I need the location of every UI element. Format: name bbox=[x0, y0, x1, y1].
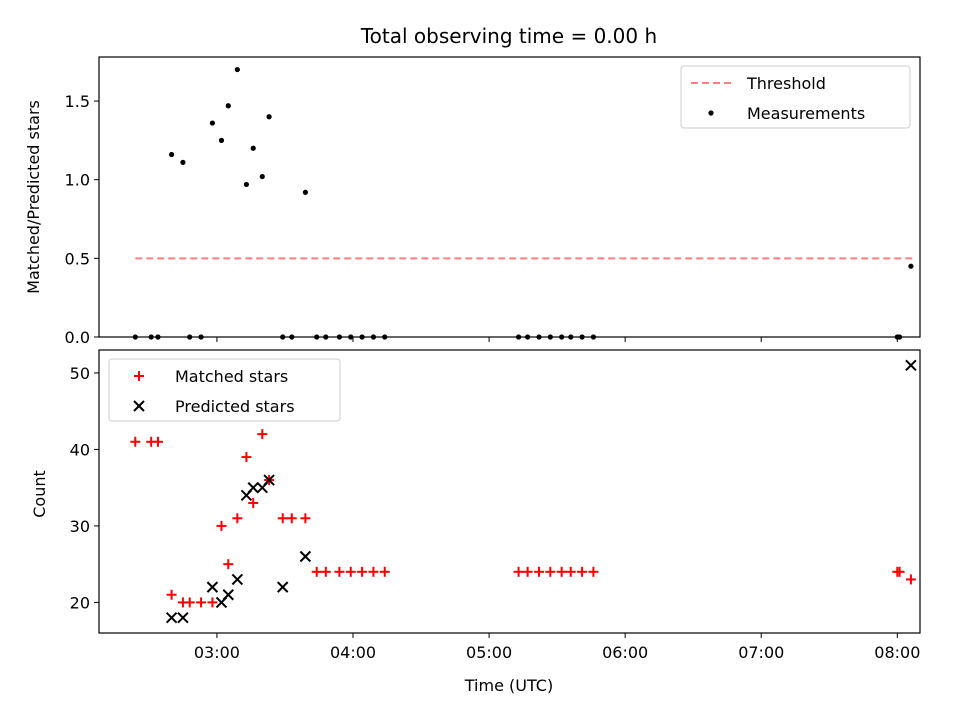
bottom-series-0-point bbox=[241, 452, 252, 463]
bottom-plot-area: 20 30 40 50 03:00 04:00 05:00 06:00 07:00 08:00 Ma… bbox=[70, 349, 921, 662]
top-y-tick-label: 0.0 bbox=[65, 328, 90, 347]
bottom-series-0-point bbox=[513, 566, 524, 577]
bottom-series-1-point bbox=[263, 474, 275, 486]
top-series-1-point bbox=[908, 263, 914, 269]
bottom-series-0-point bbox=[130, 436, 141, 447]
top-series-1-point bbox=[302, 189, 308, 195]
bottom-series-0-point bbox=[277, 513, 288, 524]
bottom-series-0-point bbox=[286, 513, 297, 524]
top-series-1-point bbox=[218, 137, 225, 143]
bottom-series-0-point bbox=[320, 566, 331, 577]
bottom-series-1-point bbox=[177, 611, 189, 624]
top-y-tick-label: 0.5 bbox=[65, 249, 90, 268]
bottom-series-0-point bbox=[152, 436, 163, 447]
bottom-legend-label: Matched stars bbox=[175, 367, 288, 386]
bottom-series-1-point bbox=[222, 589, 234, 601]
bottom-series-1-point bbox=[276, 581, 289, 593]
bottom-series-1-point bbox=[299, 550, 312, 563]
bottom-series-0-point bbox=[379, 566, 390, 577]
top-series-1-point bbox=[266, 114, 272, 120]
bottom-series-0-point bbox=[248, 497, 259, 508]
bottom-series-0-point bbox=[334, 566, 345, 577]
bottom-series-1-point bbox=[905, 359, 917, 372]
bottom-series-0-point bbox=[311, 566, 322, 577]
bottom-series-1-point bbox=[247, 481, 259, 494]
bottom-series-0-point bbox=[905, 574, 916, 585]
top-series-1-point bbox=[168, 151, 175, 158]
bottom-x-tick-label: 05:00 bbox=[466, 643, 512, 662]
bottom-series-0-point bbox=[588, 566, 599, 577]
bottom-series-0-point bbox=[300, 513, 311, 524]
bottom-x-tick-label: 03:00 bbox=[194, 643, 240, 662]
top-y-axis-label: Matched/Predicted stars bbox=[24, 100, 43, 294]
bottom-panel: Count Time (UTC) 20 30 40 50 03:00 04:00 05:00… bbox=[30, 349, 921, 695]
top-series-1-point bbox=[243, 181, 250, 188]
bottom-x-tick-label: 04:00 bbox=[330, 643, 376, 662]
bottom-y-tick-label: 40 bbox=[70, 440, 90, 459]
top-series-1-point bbox=[234, 66, 240, 73]
bottom-series-0-point bbox=[533, 566, 544, 577]
bottom-series-0-point bbox=[257, 429, 268, 440]
bottom-legend-box bbox=[108, 358, 341, 422]
bottom-y-tick-label: 50 bbox=[70, 364, 90, 383]
bottom-series-0-point bbox=[545, 566, 556, 577]
bottom-series-0-point bbox=[345, 566, 356, 577]
bottom-series-1-point bbox=[206, 581, 219, 593]
bottom-series-0-point bbox=[565, 566, 576, 577]
bottom-x-tick-label: 07:00 bbox=[738, 643, 784, 662]
bottom-y-axis-label: Count bbox=[30, 470, 49, 518]
chart-title: Total observing time = 0.00 h bbox=[360, 24, 657, 48]
bottom-series-0-point bbox=[357, 566, 368, 577]
bottom-series-0-point bbox=[216, 520, 227, 531]
top-series-1-point bbox=[209, 120, 215, 126]
x-axis-label: Time (UTC) bbox=[464, 676, 553, 695]
top-series-1-point bbox=[250, 145, 256, 151]
top-series-1-point bbox=[225, 103, 231, 109]
bottom-series-0-point bbox=[207, 597, 218, 608]
bottom-y-tick-label: 20 bbox=[70, 593, 90, 612]
top-y-tick-label: 1.5 bbox=[65, 92, 90, 111]
bottom-series-1-point bbox=[231, 573, 244, 586]
bottom-x-tick-label: 06:00 bbox=[602, 643, 648, 662]
bottom-series-0-point bbox=[184, 597, 195, 608]
bottom-axes-frame bbox=[98, 349, 921, 634]
bottom-legend: Matched stars Predicted stars bbox=[108, 358, 341, 422]
bottom-legend-label: Predicted stars bbox=[175, 397, 295, 416]
bottom-legend-swatch bbox=[133, 400, 145, 412]
bottom-series-1-point bbox=[165, 611, 178, 624]
bottom-series-0-point bbox=[232, 513, 243, 524]
bottom-series-0-point bbox=[196, 597, 207, 608]
top-series-1-point bbox=[180, 159, 186, 165]
bottom-legend-swatch bbox=[134, 371, 144, 381]
top-legend-box bbox=[680, 65, 911, 129]
top-y-tick-label: 1.0 bbox=[65, 171, 90, 190]
top-legend-label: Threshold bbox=[746, 74, 826, 93]
top-legend-label: Measurements bbox=[747, 104, 865, 123]
top-series-1-point bbox=[259, 173, 265, 180]
bottom-series-0-point bbox=[556, 566, 567, 577]
bottom-series-0-point bbox=[894, 566, 905, 577]
top-legend-swatch bbox=[708, 110, 714, 116]
bottom-series-0-point bbox=[522, 566, 533, 577]
top-legend: Threshold Measurements bbox=[680, 65, 911, 129]
bottom-y-tick-label: 30 bbox=[70, 517, 90, 536]
bottom-series-0-point bbox=[368, 566, 379, 577]
top-axes-frame bbox=[98, 56, 921, 338]
bottom-x-tick-label: 08:00 bbox=[874, 643, 920, 662]
bottom-series-0-point bbox=[223, 559, 234, 570]
top-panel: Total observing time = 0.00 h Matched/Pr… bbox=[24, 24, 921, 347]
bottom-series-0-point bbox=[166, 589, 177, 600]
top-plot-area: 0.0 0.5 1.0 1.5 Threshold Measurements bbox=[65, 56, 921, 347]
bottom-series-0-point bbox=[577, 566, 588, 577]
